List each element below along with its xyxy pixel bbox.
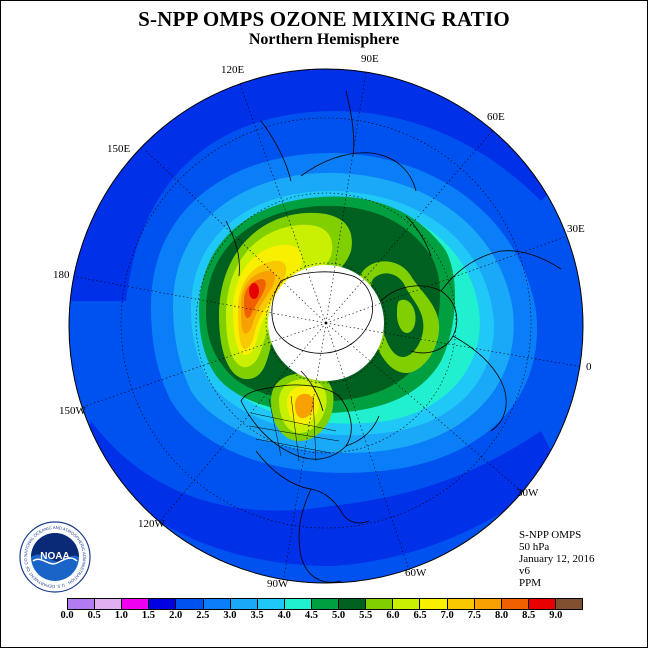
colorbar-swatch bbox=[501, 599, 529, 609]
colorbar-swatch bbox=[555, 599, 583, 609]
colorbar-swatch bbox=[366, 599, 394, 609]
colorbar-swatch bbox=[339, 599, 367, 609]
colorbar-swatch bbox=[122, 599, 150, 609]
colorbar-labels: 0.0 0.5 1.0 1.5 2.0 2.5 3.0 3.5 4.0 4.5 5.0 5.5 6.0 6… bbox=[1, 610, 647, 624]
info-level: 50 hPa bbox=[519, 541, 550, 553]
colorbar-swatch bbox=[420, 599, 448, 609]
colorbar-swatch bbox=[474, 599, 502, 609]
colorbar-tick-label: 2.0 bbox=[169, 610, 183, 621]
lon-label-90w: 90W bbox=[267, 578, 289, 590]
colorbar-swatch bbox=[257, 599, 285, 609]
political-boundaries bbox=[248, 395, 340, 462]
map-border bbox=[68, 68, 584, 584]
lon-label-120w: 120W bbox=[138, 518, 165, 530]
colorbar-swatch bbox=[311, 599, 340, 609]
lon-label-30e: 30E bbox=[567, 223, 585, 235]
colorbar-tick-label: 3.5 bbox=[250, 610, 264, 621]
colorbar-tick-label: 5.0 bbox=[332, 610, 346, 621]
colorbar-tick-label: 7.0 bbox=[440, 610, 454, 621]
colorbar-tick-label: 8.5 bbox=[522, 610, 536, 621]
info-date: January 12, 2016 bbox=[519, 553, 595, 565]
lon-label-150w: 150W bbox=[59, 405, 86, 417]
colorbar-swatch bbox=[68, 599, 96, 609]
lon-label-150e: 150E bbox=[107, 143, 131, 155]
colorbar-tick-label: 5.5 bbox=[359, 610, 373, 621]
map-title: S-NPP OMPS OZONE MIXING RATIO bbox=[138, 7, 510, 31]
colorbar-tick-label: 0.5 bbox=[87, 610, 101, 621]
field-8.5-9-peak bbox=[249, 283, 259, 299]
info-version: v6 bbox=[519, 565, 530, 577]
colorbar-swatch bbox=[284, 599, 312, 609]
colorbar-swatch bbox=[176, 599, 204, 609]
lon-label-60w: 60W bbox=[405, 567, 427, 579]
lon-label-30w: 30W bbox=[517, 487, 539, 499]
lon-label-120e: 120E bbox=[221, 64, 245, 76]
lon-label-90e: 90E bbox=[361, 53, 379, 65]
colorbar-swatch bbox=[203, 599, 231, 609]
field-1.5-2-top bbox=[71, 69, 561, 301]
colorbar-tick-label: 3.0 bbox=[223, 610, 237, 621]
graticule bbox=[70, 69, 583, 583]
colorbar-tick-label: 0.0 bbox=[60, 610, 74, 621]
lon-label-0: 0 bbox=[586, 361, 592, 373]
colorbar-tick-label: 2.5 bbox=[196, 610, 210, 621]
colorbar-swatch bbox=[149, 599, 177, 609]
info-block: S-NPP OMPS 50 hPa January 12, 2016 v6 PP… bbox=[519, 529, 594, 589]
colorbar-swatch bbox=[447, 599, 475, 609]
field-5.5-6-right-inner bbox=[397, 299, 416, 333]
field-7-7.5-lower bbox=[295, 393, 314, 419]
info-instrument: S-NPP OMPS bbox=[519, 529, 582, 541]
colorbar-tick-label: 7.5 bbox=[467, 610, 481, 621]
colorbar-tick-label: 9.0 bbox=[549, 610, 563, 621]
colorbar-swatch bbox=[95, 599, 123, 609]
field-1.5-2-bottom bbox=[81, 421, 561, 566]
coastlines bbox=[225, 90, 562, 583]
colorbar-tick-label: 1.0 bbox=[114, 610, 128, 621]
info-units: PPM bbox=[519, 577, 542, 589]
lon-label-60e: 60E bbox=[487, 111, 505, 123]
colorbar-tick-label: 4.5 bbox=[304, 610, 318, 621]
colorbar-tick-label: 6.0 bbox=[386, 610, 400, 621]
colorbar-swatch bbox=[528, 599, 556, 609]
lon-label-180: 180 bbox=[53, 269, 70, 281]
colorbar-tick-label: 8.0 bbox=[494, 610, 509, 621]
colorbar-tick-label: 4.0 bbox=[277, 610, 291, 621]
colorbar-swatch bbox=[230, 599, 258, 609]
ozone-field bbox=[69, 69, 583, 583]
colorbar-swatch bbox=[393, 599, 421, 609]
colorbar bbox=[67, 598, 583, 610]
logo-text: NOAA bbox=[40, 551, 69, 562]
noaa-logo: NOAA NATIONAL OCEANIC AND ATMOSPHERIC AD… bbox=[19, 521, 91, 593]
colorbar-tick-label: 6.5 bbox=[413, 610, 427, 621]
map-subtitle: Northern Hemisphere bbox=[248, 31, 400, 48]
colorbar-tick-label: 1.5 bbox=[141, 610, 156, 621]
